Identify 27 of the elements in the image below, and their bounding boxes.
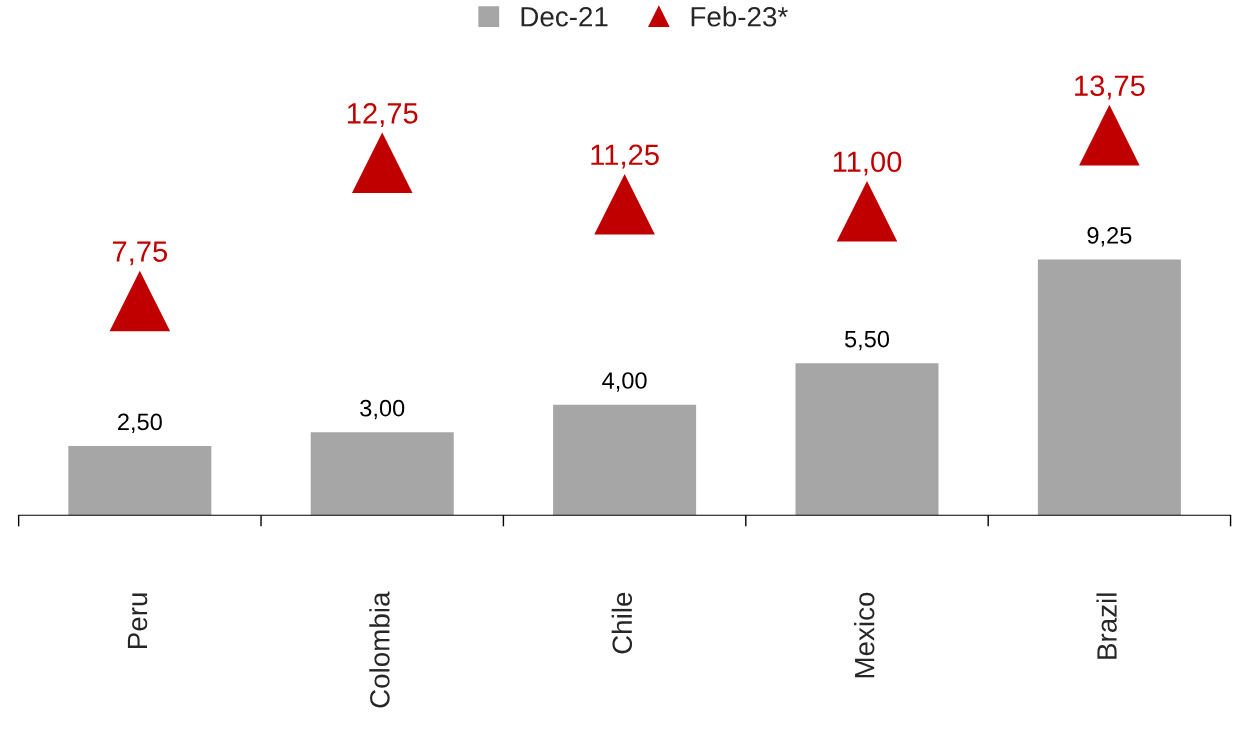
data-label: 11,00: [833, 151, 902, 176]
x-tick-label: Brazil: [1096, 593, 1117, 659]
data-label: 11,25: [591, 144, 659, 169]
data-label: 4,00: [602, 372, 647, 392]
x-tick-label: Chile: [611, 592, 633, 654]
legend-label: Dec-21: [521, 6, 608, 27]
x-tick-label: Mexico: [854, 592, 875, 678]
point: [1079, 104, 1140, 166]
data-label: 7,75: [112, 241, 167, 266]
data-label: 5,50: [844, 330, 890, 351]
point: [594, 173, 655, 235]
legend-label: Feb-23*: [691, 6, 788, 27]
bar: [68, 446, 212, 516]
data-label: 2,50: [118, 413, 162, 434]
bar: [310, 432, 454, 516]
data-label: 12,75: [347, 103, 418, 128]
x-tick-label: Colombia: [369, 591, 390, 708]
bar: [553, 404, 697, 516]
point: [351, 132, 413, 194]
x-tick-label: Peru: [127, 593, 148, 648]
bar: [1037, 259, 1181, 516]
data-label: 9,25: [1087, 227, 1132, 247]
bar: [795, 363, 939, 516]
point: [836, 180, 898, 242]
data-label: 13,75: [1075, 75, 1145, 100]
data-label: 3,00: [360, 399, 405, 420]
point: [109, 270, 171, 332]
